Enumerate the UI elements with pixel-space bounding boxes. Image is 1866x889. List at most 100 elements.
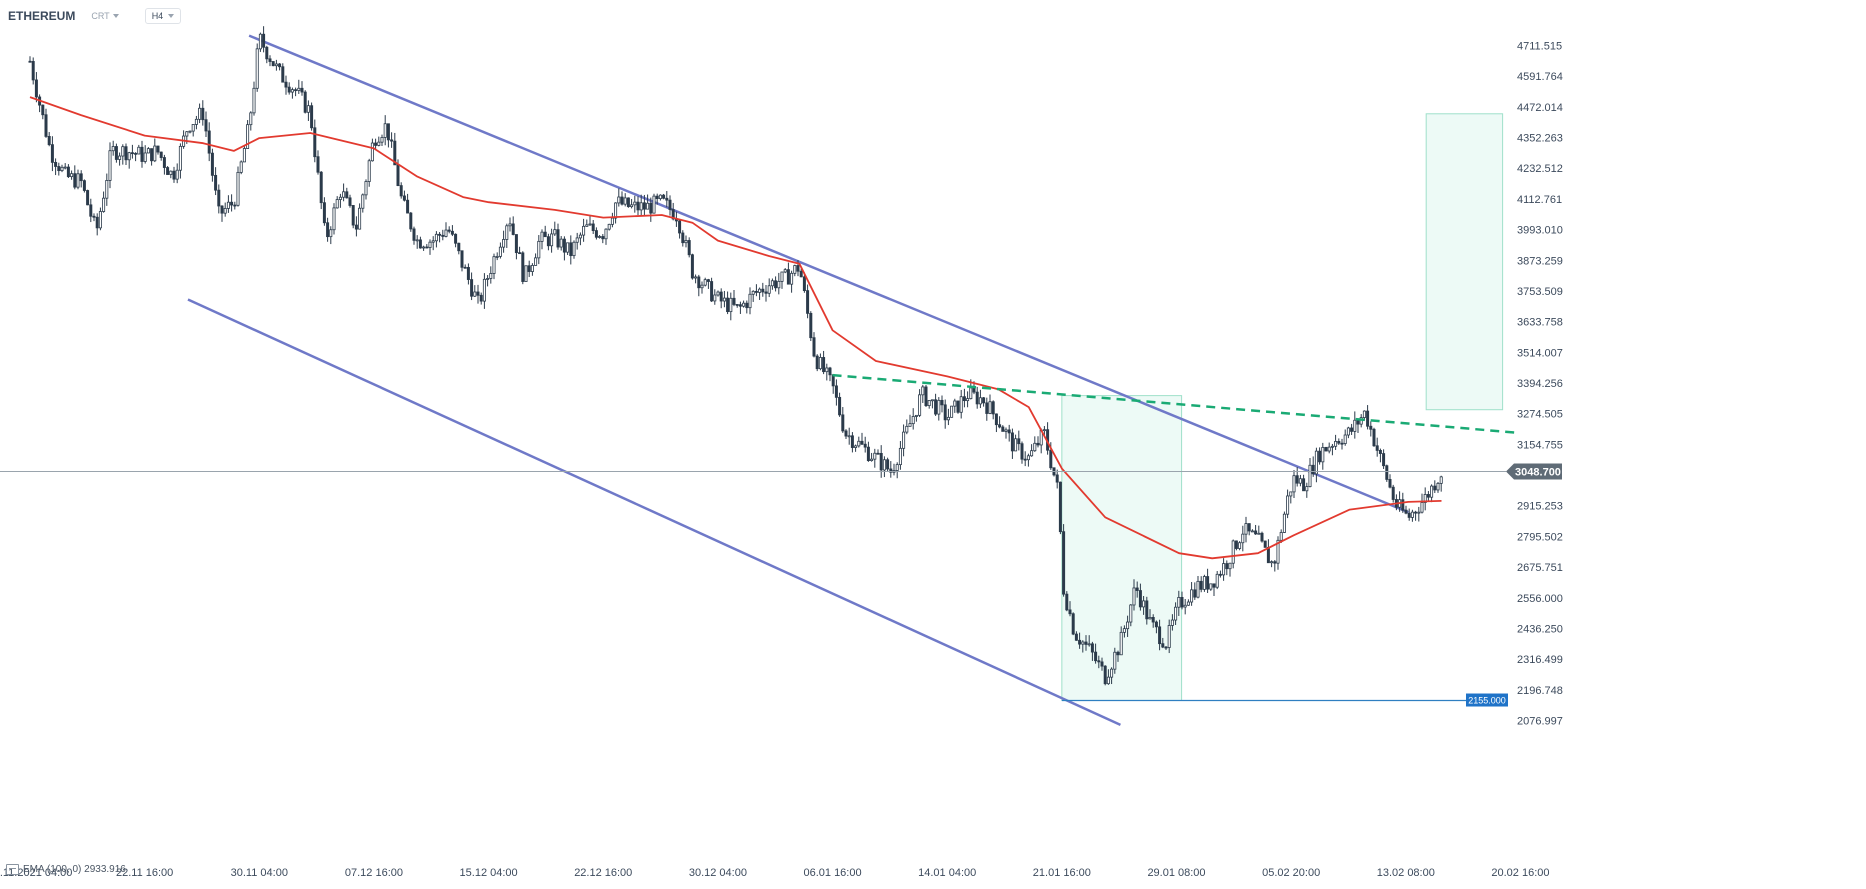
candle-body <box>934 399 938 415</box>
candle-body <box>1228 562 1232 570</box>
candle-body <box>761 288 765 293</box>
candle-body <box>620 196 624 205</box>
candle-body <box>338 196 342 200</box>
candle-body <box>92 215 96 218</box>
current-price-label: 3048.700 <box>1515 467 1561 479</box>
candle-body <box>178 145 182 171</box>
x-tick-label: 05.02 20:00 <box>1262 867 1320 879</box>
candle-body <box>146 148 150 154</box>
y-tick-label: 4112.761 <box>1517 194 1562 206</box>
candle-body <box>207 130 211 154</box>
candle-body <box>1250 530 1254 533</box>
x-tick-label: 07.12 16:00 <box>345 867 403 879</box>
candle-body <box>239 161 243 173</box>
candle-body <box>34 79 38 98</box>
candle-body <box>1218 573 1222 576</box>
candle-body <box>569 242 573 257</box>
candle-body <box>1148 617 1152 620</box>
candle-body <box>550 233 554 247</box>
y-tick-label: 2556.000 <box>1517 593 1563 605</box>
candle-body <box>210 152 214 176</box>
candle-body <box>982 397 986 404</box>
candle-body <box>556 229 560 248</box>
candle-body <box>866 446 870 462</box>
x-tick-label: 20.02 16:00 <box>1491 867 1549 879</box>
candle-body <box>246 124 250 149</box>
candle-body <box>578 234 582 239</box>
channel-line-lower <box>187 298 1121 726</box>
candle-body <box>1126 621 1130 630</box>
chart-type-select[interactable]: CRT <box>91 11 119 21</box>
candle-body <box>1036 442 1040 446</box>
candle-body <box>1388 479 1392 488</box>
candle-body <box>1026 455 1030 461</box>
candle-body <box>322 202 326 224</box>
candle-body <box>294 89 298 92</box>
candle-body <box>1129 604 1133 623</box>
ema-legend-label: EMA (100, 0) 2933.916 <box>23 864 126 875</box>
candle-body <box>610 217 614 225</box>
candle-body <box>438 233 442 236</box>
candle-body <box>316 156 320 173</box>
candle-body <box>1010 432 1014 452</box>
candle-body <box>882 459 886 471</box>
timeframe-select[interactable]: H4 <box>144 8 182 24</box>
candle-body <box>786 269 790 285</box>
x-tick-label: 15.12 04:00 <box>460 867 518 879</box>
candle-body <box>402 195 406 201</box>
candle-body <box>908 423 912 427</box>
candle-body <box>998 424 1002 428</box>
candle-body <box>639 202 643 211</box>
candle-body <box>393 140 397 166</box>
candle-body <box>898 447 902 466</box>
candle-body <box>1116 651 1120 656</box>
candle-body <box>991 401 995 415</box>
x-tick-label: 22.12 16:00 <box>574 867 632 879</box>
candle-body <box>614 202 618 219</box>
candle-body <box>143 152 147 162</box>
indicator-legend[interactable]: EMA (100, 0) 2933.916 <box>6 864 126 875</box>
candle-body <box>204 119 208 132</box>
candle-body <box>249 112 253 126</box>
timeframe-label: H4 <box>151 11 164 21</box>
candle-body <box>841 414 845 432</box>
candle-body <box>1414 511 1418 514</box>
candle-body <box>319 171 323 204</box>
candle-body <box>409 212 413 230</box>
candle-body <box>828 367 832 376</box>
candle-body <box>774 280 778 289</box>
candle-body <box>1225 563 1229 570</box>
candle-body <box>383 123 387 138</box>
candle-body <box>530 265 534 272</box>
candle-body <box>124 146 128 161</box>
candle-body <box>1164 646 1168 649</box>
candle-body <box>1007 429 1011 434</box>
candle-body <box>1372 428 1376 447</box>
candle-body <box>1138 590 1142 608</box>
candle-body <box>102 197 106 212</box>
y-tick-label: 3154.755 <box>1517 439 1563 451</box>
candle-body <box>162 157 166 168</box>
price-axis: 4711.515 4591.764 4472.014 4352.263 4232.512… <box>1517 41 1563 728</box>
candle-body <box>265 46 269 60</box>
candle-body <box>754 290 758 293</box>
candle-body <box>534 257 538 266</box>
symbol-name[interactable]: ETHEREUM <box>8 9 76 23</box>
candle-body <box>473 291 477 297</box>
candle-body <box>226 201 230 209</box>
y-tick-label: 2675.751 <box>1517 562 1563 574</box>
candle-body <box>732 297 736 305</box>
candle-body <box>137 146 141 155</box>
candle-body <box>690 254 694 279</box>
candle-body <box>63 166 67 169</box>
candle-body <box>943 404 947 421</box>
projection-boxes <box>1061 113 1504 702</box>
candle-body <box>946 416 950 421</box>
candle-body <box>169 170 173 175</box>
candle-body <box>1222 563 1226 576</box>
candle-body <box>543 231 547 238</box>
candle-body <box>1014 438 1018 452</box>
candle-body <box>719 291 723 302</box>
candle-body <box>300 87 304 93</box>
